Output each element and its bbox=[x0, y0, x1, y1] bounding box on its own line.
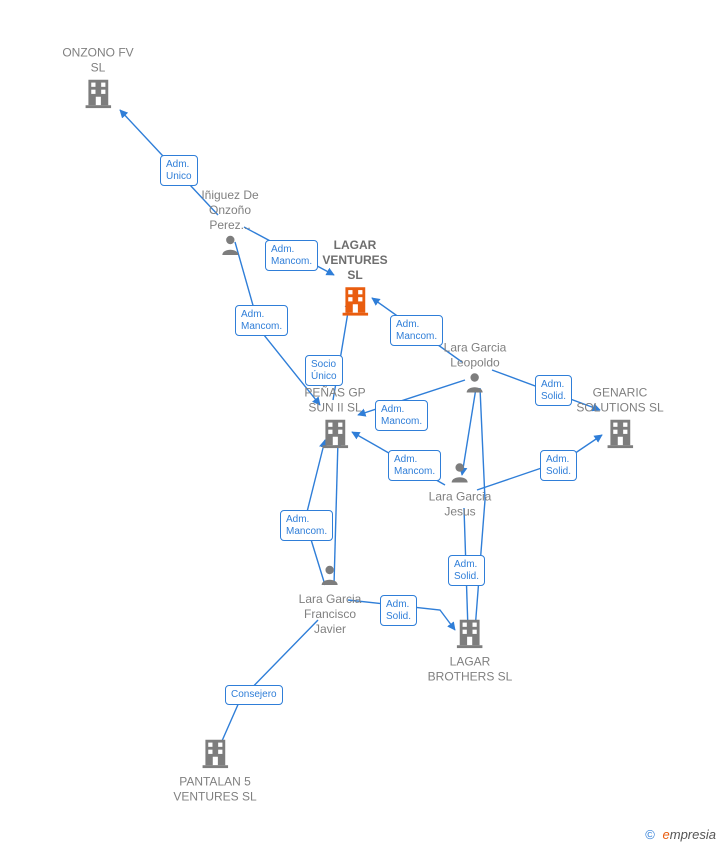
company-node[interactable]: PANTALAN 5 VENTURES SL bbox=[173, 736, 256, 805]
building-icon bbox=[453, 616, 487, 650]
person-node[interactable]: Lara Garcia Leopoldo bbox=[444, 341, 507, 400]
edge-label: Adm. Mancom. bbox=[265, 240, 318, 271]
person-node[interactable]: Iñiguez De Onzoño Perez... bbox=[201, 188, 258, 262]
edge-label: Socio Único bbox=[305, 355, 343, 386]
building-icon-wrap bbox=[304, 416, 365, 455]
building-icon bbox=[603, 416, 637, 450]
edge-label: Adm. Solid. bbox=[380, 595, 417, 626]
building-icon-wrap bbox=[62, 76, 133, 115]
person-icon bbox=[463, 371, 487, 395]
node-label: Lara Garcia Leopoldo bbox=[444, 341, 507, 371]
person-icon bbox=[218, 233, 242, 257]
building-icon-wrap bbox=[428, 616, 513, 655]
copyright-symbol: © bbox=[645, 827, 655, 842]
building-icon bbox=[198, 736, 232, 770]
node-label: Iñiguez De Onzoño Perez... bbox=[201, 188, 258, 233]
edge-label: Adm. Solid. bbox=[540, 450, 577, 481]
person-icon bbox=[318, 563, 342, 587]
edge-label: Adm. Solid. bbox=[448, 555, 485, 586]
edge-label: Adm. Mancom. bbox=[388, 450, 441, 481]
building-icon bbox=[81, 76, 115, 110]
person-node[interactable]: Lara Garcia Francisco Javier bbox=[299, 563, 362, 637]
company-node[interactable]: LAGAR VENTURES SL bbox=[322, 238, 387, 322]
edge-label: Adm. Unico bbox=[160, 155, 198, 186]
building-icon-wrap bbox=[576, 416, 663, 455]
company-node[interactable]: GENARIC SOLUTIONS SL bbox=[576, 386, 663, 455]
node-label: LAGAR BROTHERS SL bbox=[428, 655, 513, 685]
footer-credit: © empresia bbox=[645, 827, 716, 842]
node-label: Lara Garcia Jesus bbox=[429, 490, 492, 520]
edge-label: Adm. Mancom. bbox=[390, 315, 443, 346]
brand-e: e bbox=[663, 827, 670, 842]
building-icon bbox=[318, 416, 352, 450]
edge-label: Adm. Mancom. bbox=[235, 305, 288, 336]
company-node[interactable]: LAGAR BROTHERS SL bbox=[428, 616, 513, 685]
person-icon-wrap bbox=[201, 233, 258, 262]
node-label: LAGAR VENTURES SL bbox=[322, 238, 387, 283]
person-icon-wrap bbox=[299, 563, 362, 592]
company-node[interactable]: PEÑAS GP SUN II SL bbox=[304, 386, 365, 455]
edge-label: Consejero bbox=[225, 685, 283, 705]
brand-rest: mpresia bbox=[670, 827, 716, 842]
edge-label: Adm. Mancom. bbox=[375, 400, 428, 431]
building-icon-wrap bbox=[173, 736, 256, 775]
node-label: Lara Garcia Francisco Javier bbox=[299, 592, 362, 637]
node-label: PEÑAS GP SUN II SL bbox=[304, 386, 365, 416]
node-label: ONZONO FV SL bbox=[62, 46, 133, 76]
edge-label: Adm. Solid. bbox=[535, 375, 572, 406]
building-icon-wrap bbox=[322, 283, 387, 322]
company-node[interactable]: ONZONO FV SL bbox=[62, 46, 133, 115]
node-label: GENARIC SOLUTIONS SL bbox=[576, 386, 663, 416]
edge-label: Adm. Mancom. bbox=[280, 510, 333, 541]
person-icon-wrap bbox=[444, 371, 507, 400]
person-icon bbox=[448, 461, 472, 485]
node-label: PANTALAN 5 VENTURES SL bbox=[173, 775, 256, 805]
building-icon bbox=[338, 283, 372, 317]
